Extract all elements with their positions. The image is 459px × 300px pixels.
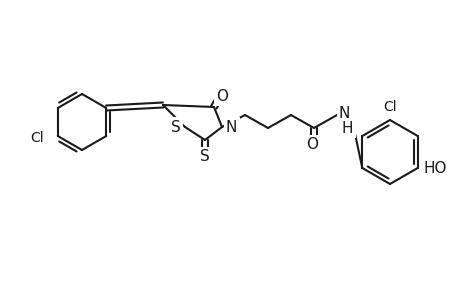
Text: N: N <box>225 119 237 134</box>
Text: H: H <box>341 121 353 136</box>
Text: O: O <box>216 89 228 104</box>
Text: O: O <box>305 137 317 152</box>
Text: Cl: Cl <box>30 131 44 145</box>
Text: S: S <box>200 149 209 164</box>
Text: HO: HO <box>423 160 446 175</box>
Text: Cl: Cl <box>382 100 396 114</box>
Text: N: N <box>338 106 350 121</box>
Text: S: S <box>171 119 180 134</box>
